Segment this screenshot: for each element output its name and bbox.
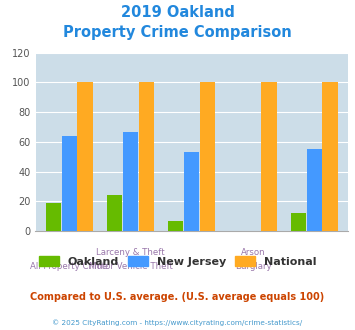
Bar <box>261 82 277 231</box>
Text: © 2025 CityRating.com - https://www.cityrating.com/crime-statistics/: © 2025 CityRating.com - https://www.city… <box>53 319 302 326</box>
Bar <box>291 213 306 231</box>
Bar <box>77 82 93 231</box>
Text: Property Crime Comparison: Property Crime Comparison <box>63 25 292 40</box>
Text: Larceny & Theft: Larceny & Theft <box>96 248 165 257</box>
Bar <box>200 82 215 231</box>
Bar <box>139 82 154 231</box>
Text: Burglary: Burglary <box>235 262 271 271</box>
Bar <box>184 152 200 231</box>
Bar <box>107 195 122 231</box>
Bar <box>45 203 61 231</box>
Text: 2019 Oakland: 2019 Oakland <box>121 5 234 20</box>
Bar <box>307 149 322 231</box>
Bar <box>61 136 77 231</box>
Legend: Oakland, New Jersey, National: Oakland, New Jersey, National <box>39 256 316 267</box>
Text: Arson: Arson <box>241 248 265 257</box>
Text: Motor Vehicle Theft: Motor Vehicle Theft <box>88 262 173 271</box>
Bar <box>322 82 338 231</box>
Bar <box>123 131 138 231</box>
Text: All Property Crime: All Property Crime <box>30 262 108 271</box>
Text: Compared to U.S. average. (U.S. average equals 100): Compared to U.S. average. (U.S. average … <box>31 292 324 302</box>
Bar <box>168 220 184 231</box>
